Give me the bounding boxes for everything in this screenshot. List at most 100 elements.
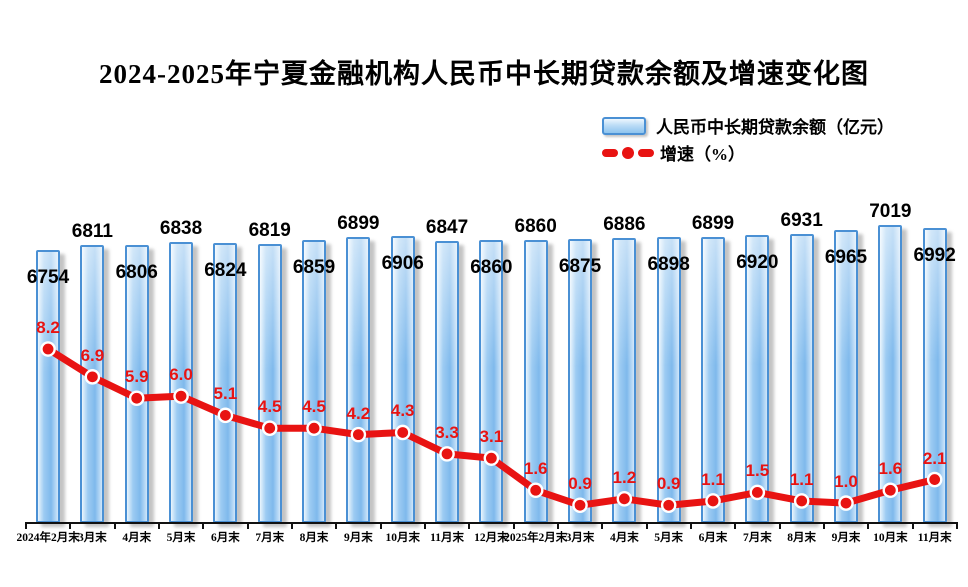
x-axis-tick bbox=[157, 522, 160, 529]
bar-value-label: 7019 bbox=[869, 201, 912, 223]
x-axis-label: 7月末 bbox=[255, 532, 285, 544]
bar-value-label: 6860 bbox=[514, 216, 557, 238]
loan-balance-bar bbox=[390, 235, 415, 523]
bar-value-label: 6906 bbox=[381, 252, 424, 274]
x-axis-label: 3月末 bbox=[78, 532, 107, 544]
bar-value-label: 6920 bbox=[736, 251, 779, 273]
growth-value-label: 0.9 bbox=[568, 474, 592, 494]
legend: 人民币中长期贷款余额（亿元） 增速（%） bbox=[602, 112, 894, 166]
chart-title: 2024-2025年宁夏金融机构人民币中长期贷款余额及增速变化图 bbox=[99, 59, 869, 89]
bar-value-label: 6992 bbox=[913, 244, 956, 266]
bar-series-swatch-icon bbox=[602, 116, 646, 135]
x-axis-tick bbox=[601, 522, 604, 529]
x-axis-label: 11月末 bbox=[917, 532, 952, 544]
growth-value-label: 4.2 bbox=[346, 403, 371, 423]
growth-value-label: 6.9 bbox=[80, 345, 105, 365]
bar-value-label: 6819 bbox=[248, 219, 291, 241]
bar-value-label: 6859 bbox=[292, 257, 336, 279]
loan-balance-bar bbox=[36, 250, 61, 523]
growth-value-label: 3.1 bbox=[479, 427, 504, 447]
x-axis-label: 5月末 bbox=[654, 532, 684, 544]
x-axis-label: 11月末 bbox=[430, 532, 464, 544]
x-axis-label: 7月末 bbox=[742, 532, 772, 544]
x-axis-tick bbox=[556, 522, 559, 529]
x-axis-tick bbox=[246, 522, 249, 529]
loan-balance-bar bbox=[479, 240, 504, 523]
bar-value-label: 6847 bbox=[425, 217, 469, 239]
x-axis-label: 4月末 bbox=[609, 532, 639, 544]
line-dash-icon bbox=[602, 148, 618, 157]
bar-value-label: 6754 bbox=[26, 267, 70, 288]
growth-value-label: 3.3 bbox=[435, 422, 459, 442]
growth-value-label: 4.5 bbox=[257, 397, 282, 417]
bar-value-label: 6838 bbox=[159, 218, 203, 240]
x-axis-tick bbox=[911, 522, 914, 529]
bar-value-label: 6824 bbox=[204, 260, 247, 282]
x-axis-tick bbox=[512, 522, 515, 529]
loan-balance-bar bbox=[80, 244, 105, 523]
legend-line-label: 增速（%） bbox=[660, 145, 745, 164]
x-axis-tick bbox=[69, 522, 72, 529]
growth-value-label: 1.6 bbox=[878, 459, 903, 479]
x-axis-label: 9月末 bbox=[831, 532, 861, 544]
legend-item-loan-balance: 人民币中长期贷款余额（亿元） bbox=[602, 112, 894, 139]
x-axis-label: 10月末 bbox=[873, 532, 908, 544]
x-axis-line bbox=[25, 522, 957, 524]
growth-value-label: 4.3 bbox=[390, 401, 415, 421]
loan-balance-bar bbox=[346, 236, 371, 523]
x-axis-label: 3月末 bbox=[565, 532, 595, 544]
bar-value-label: 6860 bbox=[470, 257, 513, 279]
x-axis-tick bbox=[335, 522, 338, 529]
x-axis-tick bbox=[379, 522, 382, 529]
line-dash-icon bbox=[638, 148, 654, 157]
x-axis-tick bbox=[778, 522, 781, 529]
bar-value-label: 6965 bbox=[824, 247, 868, 269]
bar-value-label: 6806 bbox=[115, 262, 158, 284]
growth-value-label: 4.5 bbox=[302, 397, 326, 417]
growth-value-label: 5.9 bbox=[124, 367, 149, 387]
loan-balance-bar bbox=[213, 243, 238, 523]
growth-value-label: 1.6 bbox=[523, 459, 548, 479]
bar-value-label: 6899 bbox=[691, 212, 735, 234]
loan-balance-bar bbox=[435, 241, 460, 523]
line-series-swatch-icon bbox=[602, 146, 654, 159]
x-axis-label: 5月末 bbox=[166, 532, 196, 544]
x-axis-label: 2024年2月末 bbox=[16, 532, 80, 544]
growth-value-label: 8.2 bbox=[36, 318, 60, 338]
x-axis-tick bbox=[468, 522, 471, 529]
x-axis-label: 6月末 bbox=[211, 532, 240, 544]
x-axis-tick bbox=[423, 522, 426, 529]
x-axis-tick bbox=[822, 522, 825, 529]
growth-value-label: 1.0 bbox=[834, 472, 858, 492]
x-axis-label: 8月末 bbox=[299, 532, 329, 544]
legend-bar-label: 人民币中长期贷款余额（亿元） bbox=[656, 118, 894, 137]
x-axis-tick bbox=[202, 522, 205, 529]
x-axis-label: 2025年2月末 bbox=[504, 532, 568, 544]
bar-value-label: 6875 bbox=[558, 255, 602, 277]
x-axis-label: 9月末 bbox=[344, 532, 373, 544]
bar-value-label: 6898 bbox=[647, 253, 690, 275]
x-axis-label: 8月末 bbox=[787, 532, 817, 544]
growth-value-label: 5.1 bbox=[213, 384, 238, 404]
bar-value-label: 6886 bbox=[603, 213, 646, 235]
loan-balance-bar bbox=[523, 240, 548, 523]
x-axis-tick bbox=[734, 522, 737, 529]
x-axis-label: 12月末 bbox=[474, 532, 509, 544]
growth-value-label: 1.5 bbox=[745, 461, 770, 481]
bar-value-label: 6931 bbox=[780, 209, 823, 231]
line-dot-icon bbox=[622, 146, 634, 159]
x-axis-tick bbox=[290, 522, 293, 529]
bar-value-label: 6899 bbox=[337, 212, 380, 234]
x-axis-tick bbox=[867, 522, 870, 529]
legend-item-growth-rate: 增速（%） bbox=[602, 139, 894, 166]
loan-balance-bar bbox=[257, 243, 282, 523]
x-axis-tick bbox=[689, 522, 692, 529]
growth-value-label: 0.9 bbox=[656, 474, 681, 494]
x-axis-tick bbox=[113, 522, 116, 529]
x-axis-label: 10月末 bbox=[385, 532, 420, 544]
growth-value-label: 6.0 bbox=[169, 365, 193, 385]
x-axis-tick bbox=[955, 522, 958, 529]
loan-balance-bar bbox=[922, 227, 947, 523]
growth-value-label: 1.2 bbox=[612, 467, 637, 487]
